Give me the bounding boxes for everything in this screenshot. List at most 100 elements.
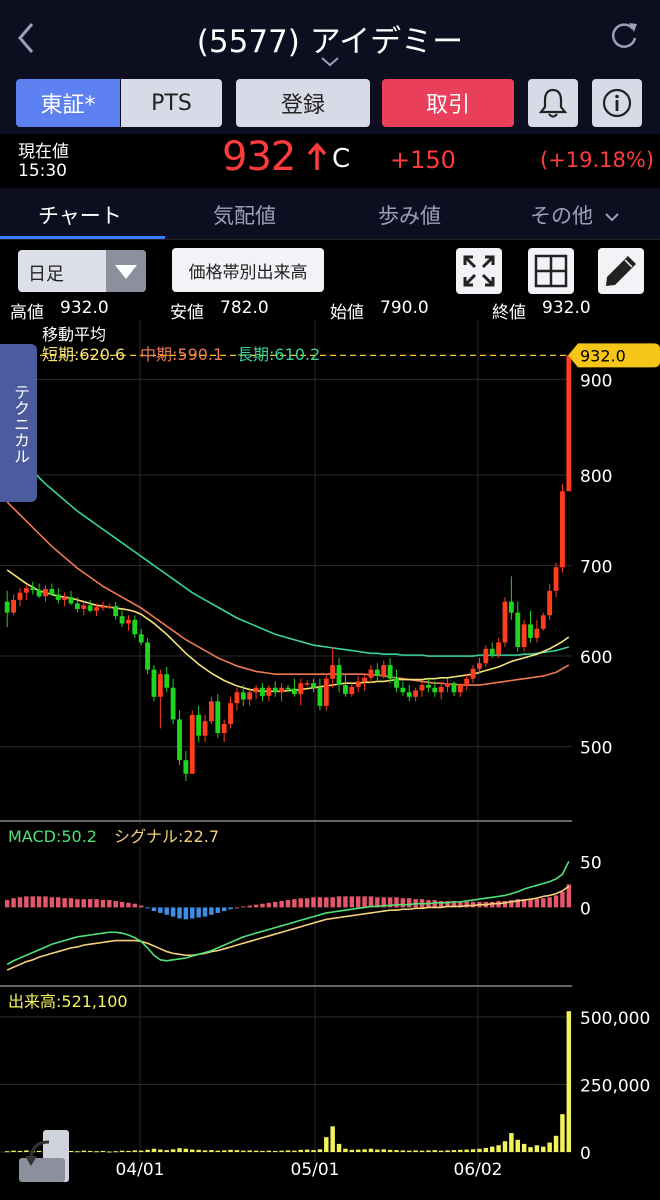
trade-button[interactable]: 取引 [382, 79, 514, 127]
volume-bar [24, 1150, 29, 1152]
candle-body [23, 588, 29, 593]
volume-bar [355, 1149, 361, 1152]
price-change-percent: (+19.18%) [540, 148, 655, 172]
expand-button[interactable] [456, 248, 502, 294]
macd-histogram-bar [56, 897, 61, 908]
volume-bar [183, 1148, 189, 1152]
volume-bar [566, 1011, 572, 1152]
macd-histogram-bar [151, 907, 157, 912]
macd-histogram-bar [113, 900, 118, 908]
macd-histogram-bar [107, 900, 112, 908]
volume-bar [349, 1149, 355, 1152]
candle-body [126, 619, 131, 624]
tab-chart[interactable]: チャート [38, 204, 122, 228]
candle-body [445, 683, 450, 687]
candle-body [311, 683, 316, 688]
volume-bar [541, 1146, 546, 1152]
candle-body [368, 669, 374, 678]
tab-quotes[interactable]: 気配値 [213, 204, 276, 228]
volume-bar [158, 1149, 163, 1152]
rotate-screen-icon[interactable] [17, 1128, 71, 1184]
volume-bar [260, 1150, 265, 1152]
volume-bar [343, 1148, 348, 1152]
macd-tick-label: 0 [580, 899, 591, 919]
macd-histogram-bar [381, 897, 386, 908]
volume-bar [451, 1150, 457, 1152]
candle-body [30, 588, 36, 590]
volume-bar [87, 1150, 93, 1152]
candle-body [419, 685, 425, 691]
candle-body [521, 624, 527, 647]
tosho-tab-button[interactable]: 東証* [16, 79, 120, 127]
volume-bar [432, 1150, 438, 1152]
candle-body [170, 687, 176, 720]
back-icon[interactable] [12, 20, 42, 56]
chevron-down-icon[interactable] [318, 55, 342, 69]
candle-body [502, 601, 508, 643]
price-flag: C [332, 144, 351, 174]
volume-bar [253, 1150, 259, 1152]
volume-bar [113, 1151, 118, 1153]
layout-button[interactable] [528, 248, 574, 294]
macd-histogram-bar [279, 900, 284, 908]
volume-bar [400, 1150, 406, 1152]
volume-tick-label: 500,000 [580, 1009, 650, 1029]
candle-body [119, 616, 125, 624]
candle-body [36, 589, 42, 597]
macd-histogram-bar [260, 903, 265, 908]
alert-button[interactable] [528, 79, 578, 127]
macd-histogram-bar [132, 903, 138, 908]
candle-body [266, 687, 272, 696]
volume-bar [407, 1150, 412, 1152]
volume-bar [126, 1150, 131, 1152]
macd-histogram-bar [330, 897, 335, 908]
volume-bar [36, 1150, 42, 1152]
price-change: +150 [390, 146, 456, 174]
volume-bar [375, 1149, 380, 1152]
tab-more[interactable]: その他 [530, 200, 620, 230]
macd-histogram-bar [126, 902, 131, 908]
macd-histogram-bar [94, 899, 99, 908]
volume-bar [413, 1150, 418, 1152]
close-value: 932.0 [542, 298, 591, 318]
up-arrow-icon [307, 142, 327, 170]
expand-icon [463, 255, 495, 287]
candle-body [336, 665, 342, 686]
ma-line-long [6, 442, 570, 657]
macd-histogram-bar [464, 901, 469, 908]
macd-histogram-bar [266, 902, 272, 908]
macd-histogram-bar [43, 896, 48, 908]
macd-histogram-bar [190, 907, 195, 919]
macd-histogram-bar [317, 897, 323, 908]
volume-bar [266, 1150, 272, 1152]
macd-histogram-bar [164, 907, 169, 915]
candle-body [17, 592, 23, 600]
volume-bar [336, 1143, 342, 1152]
refresh-icon[interactable] [608, 20, 640, 52]
period-select[interactable]: 日足 [18, 250, 146, 292]
macd-histogram-bar [49, 897, 55, 908]
volume-bar [177, 1148, 182, 1152]
volume-bar [387, 1149, 393, 1152]
candle-body [100, 606, 106, 608]
candle-body [349, 686, 355, 695]
candle-body [515, 612, 521, 647]
technical-side-tab[interactable]: テクニカル [0, 344, 37, 502]
volume-bar [68, 1150, 74, 1152]
draw-button[interactable] [598, 248, 644, 294]
volume-bar [285, 1150, 291, 1152]
register-button[interactable]: 登録 [236, 79, 370, 127]
signal-label: シグナル:22.7 [114, 827, 219, 846]
candle-body [138, 634, 144, 643]
page-title: (5577) アイデミー [196, 24, 464, 60]
candle-body [11, 599, 16, 613]
volume-bar [311, 1150, 316, 1152]
info-button[interactable] [592, 79, 642, 127]
pts-tab-button[interactable]: PTS [121, 79, 222, 127]
volume-bar [445, 1150, 450, 1152]
volume-bar [458, 1149, 463, 1152]
macd-histogram-bar [196, 907, 201, 918]
tab-ticks[interactable]: 歩み値 [378, 204, 441, 228]
volume-by-price-button[interactable]: 価格帯別出来高 [172, 248, 324, 292]
